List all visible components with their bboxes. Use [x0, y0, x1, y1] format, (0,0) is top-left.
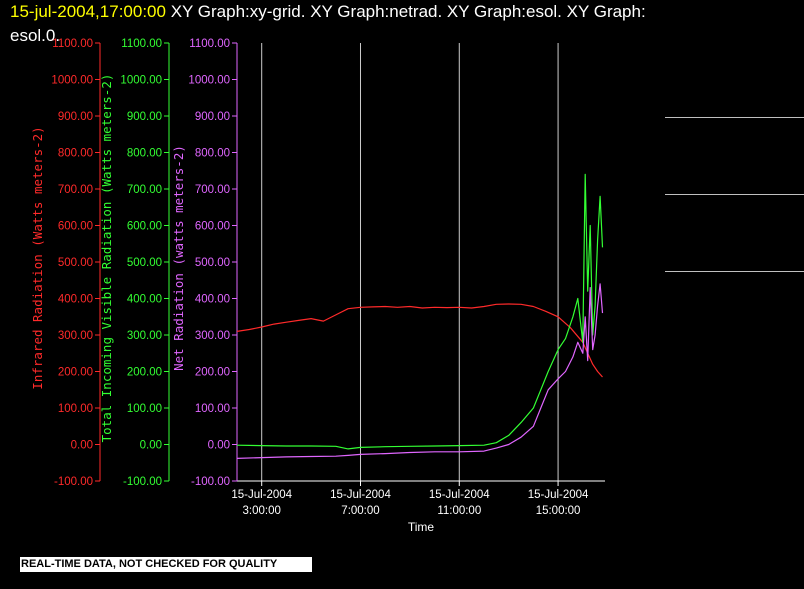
ir-y-tick-label-0: -100.00: [54, 476, 93, 488]
vis-y-tick-label-0: -100.00: [123, 476, 162, 488]
legend-netrad-date: 15-Jul-2004: [666, 80, 733, 94]
chart-title-line-1: 15-jul-2004,17:00:00 XY Graph:xy-grid. X…: [10, 2, 646, 22]
ir-y-tick-label-12: 1100.00: [52, 38, 93, 50]
netrad-y-tick-label-10: 900.00: [195, 111, 230, 123]
netrad-y-axis-title: Net Radiation (watts meters-2): [171, 145, 186, 371]
ir-y-axis-title: Infrared Radiation (Watts meters-2): [30, 126, 45, 389]
ir-y-tick-label-5: 400.00: [58, 294, 93, 306]
ir-y-tick-label-6: 500.00: [58, 257, 93, 269]
legend-entry-ir: —iss4/surface_met time : ir[][Watts mete…: [665, 196, 804, 272]
ir-y-tick-label-1: 0.00: [71, 440, 93, 452]
legend-ir-time: 16:59:03: [666, 252, 715, 266]
legend-ir-var: time : ir[][Watts meters: [666, 216, 791, 230]
ir-y-tick-label-10: 900.00: [58, 111, 93, 123]
netrad-y-tick-label-8: 700.00: [195, 184, 230, 196]
legend: —iss4/surface_met time : netrad[][watts …: [665, 42, 804, 273]
netrad-y-tick-label-11: 1000.00: [188, 75, 230, 87]
legend-ir-source: —iss4/surface_met: [666, 198, 773, 212]
chart-title-line-2: esol.0.: [10, 26, 61, 45]
legend-vis-source: —iss4/surface_met: [666, 121, 773, 135]
legend-entry-netrad: —iss4/surface_met time : netrad[][watts …: [665, 42, 804, 118]
timestamp: 15-jul-2004,17:00:00: [10, 2, 166, 21]
gridlines: [261, 43, 559, 481]
vis-y-tick-label-1: 0.00: [140, 440, 162, 452]
netrad-y-tick-label-7: 600.00: [195, 221, 230, 233]
netrad-y-tick-label-2: 100.00: [195, 403, 230, 415]
netrad-y-tick-label-1: 0.00: [208, 440, 230, 452]
vis-y-tick-label-10: 900.00: [127, 111, 162, 123]
legend-vis-date: 15-Jul-2004: [666, 157, 733, 171]
ir-y-tick-label-11: 1000.00: [51, 75, 93, 87]
quality-warning-banner: REAL-TIME DATA, NOT CHECKED FOR QUALITY: [20, 557, 312, 572]
ir-y-tick-label-7: 600.00: [58, 221, 93, 233]
series: [236, 173, 604, 459]
x-axis-label: Time: [408, 520, 435, 534]
vis-y-tick-label-6: 500.00: [127, 257, 162, 269]
legend-entry-vis: —iss4/surface_met time : vis[][Watts met…: [665, 119, 804, 195]
graph-list: XY Graph:xy-grid. XY Graph:netrad. XY Gr…: [165, 2, 646, 21]
x-tick-label-date-0: 15-Jul-2004: [231, 489, 292, 501]
legend-netrad-var: time : netrad[][watts me: [666, 62, 796, 76]
legend-ir-date: 15-Jul-2004: [666, 234, 733, 248]
ir-y-tick-label-9: 800.00: [58, 148, 93, 160]
ir-y-tick-label-8: 700.00: [58, 184, 93, 196]
axes: 15-Jul-2004 3:00:00 15-Jul-2004 7:00:00 15-J…: [30, 38, 605, 534]
vis-y-tick-label-12: 1100.00: [121, 38, 162, 50]
vis-y-axis-title: Total Incoming Visible Radiation (Watts …: [99, 74, 114, 443]
netrad-y-tick-label-4: 300.00: [195, 330, 230, 342]
x-tick-label-time-1: 7:00:00: [341, 505, 379, 517]
series-line-ir: [236, 303, 603, 378]
netrad-y-tick-label-6: 500.00: [195, 257, 230, 269]
ir-y-tick-label-3: 200.00: [58, 367, 93, 379]
vis-y-tick-label-7: 600.00: [127, 221, 162, 233]
netrad-y-tick-label-9: 800.00: [195, 148, 230, 160]
netrad-y-tick-label-0: -100.00: [191, 476, 230, 488]
legend-vis-var: time : vis[][Watts mete: [666, 139, 789, 153]
x-tick-label-time-2: 11:00:00: [437, 505, 481, 517]
x-tick-label-time-3: 15:00:00: [536, 505, 581, 517]
vis-y-tick-label-8: 700.00: [127, 184, 162, 196]
vis-y-tick-label-9: 800.00: [127, 148, 162, 160]
legend-vis-time: 16: [666, 175, 680, 189]
x-tick-label-date-2: 15-Jul-2004: [429, 489, 490, 501]
ir-y-tick-label-4: 300.00: [58, 330, 93, 342]
x-tick-label-date-1: 15-Jul-2004: [330, 489, 391, 501]
x-tick-label-date-3: 15-Jul-2004: [528, 489, 589, 501]
x-tick-label-time-0: 3:00:00: [243, 505, 281, 517]
vis-y-tick-label-4: 300.00: [127, 330, 162, 342]
netrad-y-tick-label-3: 200.00: [195, 367, 230, 379]
series-line-netrad: [236, 283, 604, 459]
legend-netrad-time: 16:59:03: [666, 98, 715, 112]
series-line-vis: [236, 173, 604, 450]
netrad-y-tick-label-5: 400.00: [195, 294, 230, 306]
vis-y-tick-label-2: 100.00: [127, 403, 162, 415]
netrad-y-tick-label-12: 1100.00: [189, 38, 230, 50]
vis-y-tick-label-11: 1000.00: [120, 75, 162, 87]
legend-netrad-source: —iss4/surface_met: [666, 44, 773, 58]
vis-y-tick-label-3: 200.00: [127, 367, 162, 379]
ir-y-tick-label-2: 100.00: [58, 403, 93, 415]
vis-y-tick-label-5: 400.00: [127, 294, 162, 306]
